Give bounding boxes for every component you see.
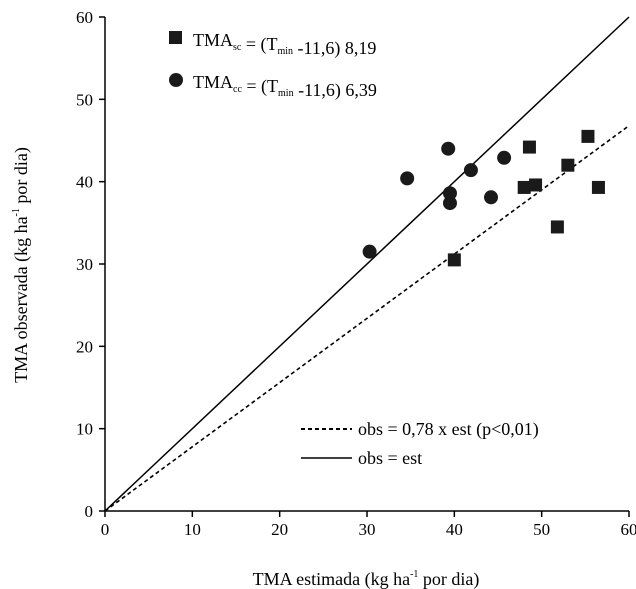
- y-tick-label: 20: [76, 337, 93, 356]
- y-axis-label: TMA observada (kg ha-1 por dia): [11, 147, 32, 383]
- line-legend: obs = 0,78 x est (p<0,01) obs = est: [301, 419, 539, 468]
- x-tick-label: 50: [533, 520, 550, 539]
- circle-point: [442, 196, 457, 211]
- circle-point: [463, 163, 478, 178]
- circle-point: [362, 244, 377, 259]
- data-points: [362, 129, 605, 267]
- x-tick-label: 0: [101, 520, 110, 539]
- axis-ticks: 0 10 20 30 40 50 60 0 10 20 30 40 50 60: [76, 8, 636, 539]
- legend-circle-marker: [169, 73, 183, 87]
- legend-square-marker: [169, 31, 182, 44]
- x-tick-label: 20: [271, 520, 288, 539]
- legend-label: TMAsc = (Tmin -11,6) 8,19: [193, 30, 376, 59]
- square-point: [522, 140, 536, 154]
- y-tick-label: 0: [85, 502, 94, 521]
- marker-legend: TMAsc = (Tmin -11,6) 8,19 TMAcc = (Tmin -…: [169, 30, 377, 101]
- x-tick-label: 10: [184, 520, 201, 539]
- circle-point: [497, 150, 512, 165]
- circle-point: [442, 186, 457, 201]
- square-point: [550, 220, 564, 234]
- legend-label: TMAcc = (Tmin -11,6) 6,39: [193, 72, 377, 101]
- square-point: [517, 180, 531, 194]
- x-tick-label: 30: [359, 520, 376, 539]
- y-tick-label: 60: [76, 8, 93, 27]
- line-legend-label: obs = est: [358, 448, 422, 468]
- square-point: [591, 180, 605, 194]
- circle-point: [484, 190, 499, 205]
- circle-point: [400, 171, 415, 186]
- square-point: [529, 178, 543, 192]
- y-tick-label: 10: [76, 420, 93, 439]
- square-point: [581, 129, 595, 143]
- x-axis-label: TMA estimada (kg ha-1 por dia): [253, 569, 480, 589]
- x-tick-label: 60: [621, 520, 636, 539]
- y-tick-label: 50: [76, 90, 93, 109]
- x-tick-label: 40: [446, 520, 463, 539]
- y-tick-label: 40: [76, 173, 93, 192]
- square-point: [561, 158, 575, 172]
- y-tick-label: 30: [76, 255, 93, 274]
- circle-point: [441, 141, 456, 156]
- line-legend-label: obs = 0,78 x est (p<0,01): [358, 419, 539, 440]
- identity-line: [104, 16, 630, 512]
- square-point: [447, 253, 461, 267]
